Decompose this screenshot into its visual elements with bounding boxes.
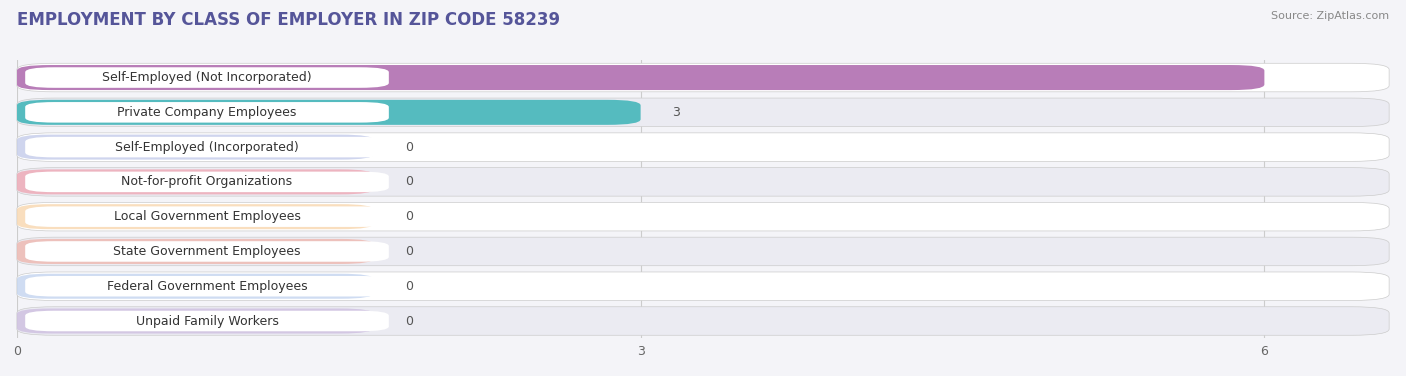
Text: EMPLOYMENT BY CLASS OF EMPLOYER IN ZIP CODE 58239: EMPLOYMENT BY CLASS OF EMPLOYER IN ZIP C… bbox=[17, 11, 560, 29]
FancyBboxPatch shape bbox=[25, 171, 389, 192]
FancyBboxPatch shape bbox=[17, 168, 1389, 196]
Text: Local Government Employees: Local Government Employees bbox=[114, 210, 301, 223]
Text: 0: 0 bbox=[405, 314, 413, 327]
FancyBboxPatch shape bbox=[17, 63, 1389, 92]
FancyBboxPatch shape bbox=[25, 102, 389, 123]
FancyBboxPatch shape bbox=[17, 202, 1389, 231]
Text: Private Company Employees: Private Company Employees bbox=[117, 106, 297, 119]
FancyBboxPatch shape bbox=[17, 239, 374, 264]
FancyBboxPatch shape bbox=[17, 169, 374, 194]
FancyBboxPatch shape bbox=[25, 67, 389, 88]
FancyBboxPatch shape bbox=[17, 98, 1389, 127]
Text: Not-for-profit Organizations: Not-for-profit Organizations bbox=[121, 175, 292, 188]
FancyBboxPatch shape bbox=[17, 135, 374, 160]
FancyBboxPatch shape bbox=[17, 308, 374, 334]
FancyBboxPatch shape bbox=[17, 272, 1389, 300]
FancyBboxPatch shape bbox=[17, 274, 374, 299]
Text: 6: 6 bbox=[1355, 71, 1364, 84]
Text: 0: 0 bbox=[405, 245, 413, 258]
FancyBboxPatch shape bbox=[25, 241, 389, 262]
FancyBboxPatch shape bbox=[17, 204, 374, 229]
Text: Self-Employed (Not Incorporated): Self-Employed (Not Incorporated) bbox=[103, 71, 312, 84]
FancyBboxPatch shape bbox=[17, 65, 1264, 90]
Text: 0: 0 bbox=[405, 280, 413, 293]
FancyBboxPatch shape bbox=[17, 100, 641, 125]
Text: Federal Government Employees: Federal Government Employees bbox=[107, 280, 308, 293]
Text: Unpaid Family Workers: Unpaid Family Workers bbox=[135, 314, 278, 327]
FancyBboxPatch shape bbox=[25, 276, 389, 297]
Text: State Government Employees: State Government Employees bbox=[114, 245, 301, 258]
Text: Self-Employed (Incorporated): Self-Employed (Incorporated) bbox=[115, 141, 299, 154]
FancyBboxPatch shape bbox=[25, 206, 389, 227]
FancyBboxPatch shape bbox=[17, 307, 1389, 335]
Text: 3: 3 bbox=[672, 106, 679, 119]
FancyBboxPatch shape bbox=[17, 237, 1389, 266]
FancyBboxPatch shape bbox=[25, 137, 389, 158]
Text: 0: 0 bbox=[405, 210, 413, 223]
Text: 0: 0 bbox=[405, 175, 413, 188]
FancyBboxPatch shape bbox=[17, 133, 1389, 161]
Text: 0: 0 bbox=[405, 141, 413, 154]
FancyBboxPatch shape bbox=[25, 311, 389, 331]
Text: Source: ZipAtlas.com: Source: ZipAtlas.com bbox=[1271, 11, 1389, 21]
